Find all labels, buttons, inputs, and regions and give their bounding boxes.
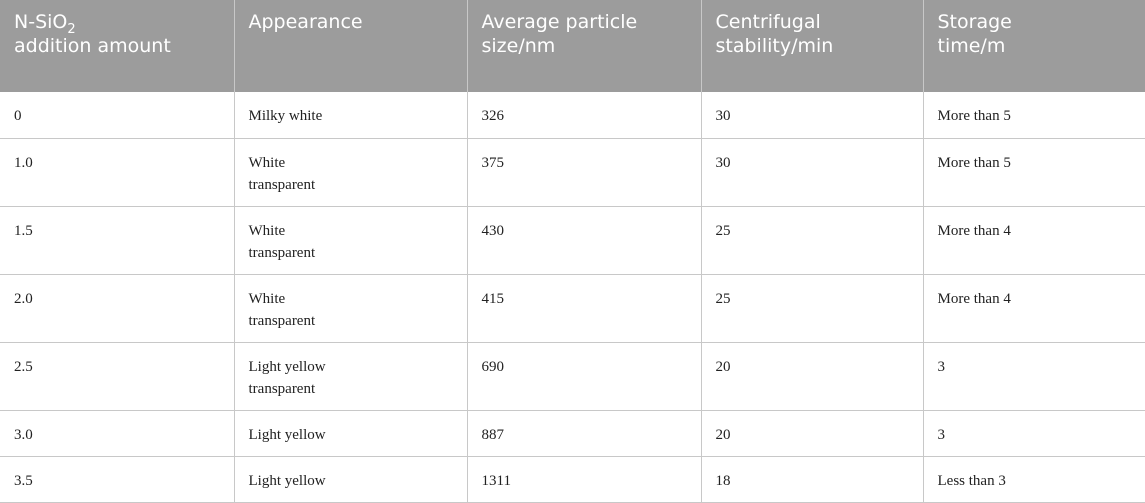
cell-appearance: White transparent	[234, 206, 468, 275]
cell-appearance: Light yellow	[234, 456, 468, 503]
table-row: 1.0 White transparent 375 30 More than 5	[0, 138, 1145, 207]
cell-storage-time: More than 5	[923, 138, 1145, 207]
cell-storage-time: Less than 3	[923, 456, 1145, 503]
table-header: N-SiO2 addition amount Appearance Average…	[0, 0, 1145, 92]
table-row: 2.0 White transparent 415 25 More than 4	[0, 274, 1145, 343]
cell-appearance: Light yellow	[234, 410, 468, 457]
cell-centrifugal-stability: 18	[701, 456, 924, 503]
cell-addition-amount: 2.5	[0, 342, 235, 411]
header-n-sio2-addition-amount: N-SiO2 addition amount	[0, 0, 235, 92]
cell-particle-size: 326	[467, 92, 702, 139]
cell-particle-size: 690	[467, 342, 702, 411]
cell-appearance: White transparent	[234, 138, 468, 207]
table-body: 0 Milky white 326 30 More than 5 1.0 Whi…	[0, 92, 1145, 503]
header-average-particle-size: Average particle size/nm	[467, 0, 702, 92]
cell-particle-size: 1311	[467, 456, 702, 503]
cell-centrifugal-stability: 20	[701, 342, 924, 411]
table-row: 2.5 Light yellow transparent 690 20 3	[0, 342, 1145, 411]
cell-addition-amount: 1.5	[0, 206, 235, 275]
cell-storage-time: More than 4	[923, 206, 1145, 275]
table-row: 0 Milky white 326 30 More than 5	[0, 92, 1145, 139]
cell-particle-size: 430	[467, 206, 702, 275]
cell-addition-amount: 3.0	[0, 410, 235, 457]
table-row: 3.0 Light yellow 887 20 3	[0, 410, 1145, 457]
header-text: N-SiO	[14, 11, 68, 33]
cell-particle-size: 887	[467, 410, 702, 457]
cell-appearance: Milky white	[234, 92, 468, 139]
cell-storage-time: 3	[923, 342, 1145, 411]
header-text: addition amount	[14, 35, 171, 57]
cell-appearance: Light yellow transparent	[234, 342, 468, 411]
table-row: 3.5 Light yellow 1311 18 Less than 3	[0, 456, 1145, 503]
cell-addition-amount: 1.0	[0, 138, 235, 207]
cell-centrifugal-stability: 20	[701, 410, 924, 457]
cell-particle-size: 375	[467, 138, 702, 207]
cell-centrifugal-stability: 25	[701, 206, 924, 275]
cell-addition-amount: 0	[0, 92, 235, 139]
cell-addition-amount: 2.0	[0, 274, 235, 343]
cell-storage-time: More than 4	[923, 274, 1145, 343]
header-centrifugal-stability: Centrifugal stability/min	[701, 0, 924, 92]
cell-storage-time: More than 5	[923, 92, 1145, 139]
subscript-text: 2	[67, 22, 76, 37]
header-appearance: Appearance	[234, 0, 468, 92]
cell-appearance: White transparent	[234, 274, 468, 343]
cell-centrifugal-stability: 25	[701, 274, 924, 343]
cell-centrifugal-stability: 30	[701, 92, 924, 139]
cell-addition-amount: 3.5	[0, 456, 235, 503]
cell-particle-size: 415	[467, 274, 702, 343]
cell-storage-time: 3	[923, 410, 1145, 457]
table-row: 1.5 White transparent 430 25 More than 4	[0, 206, 1145, 275]
header-row: N-SiO2 addition amount Appearance Average…	[0, 0, 1145, 92]
header-storage-time: Storage time/m	[923, 0, 1145, 92]
cell-centrifugal-stability: 30	[701, 138, 924, 207]
